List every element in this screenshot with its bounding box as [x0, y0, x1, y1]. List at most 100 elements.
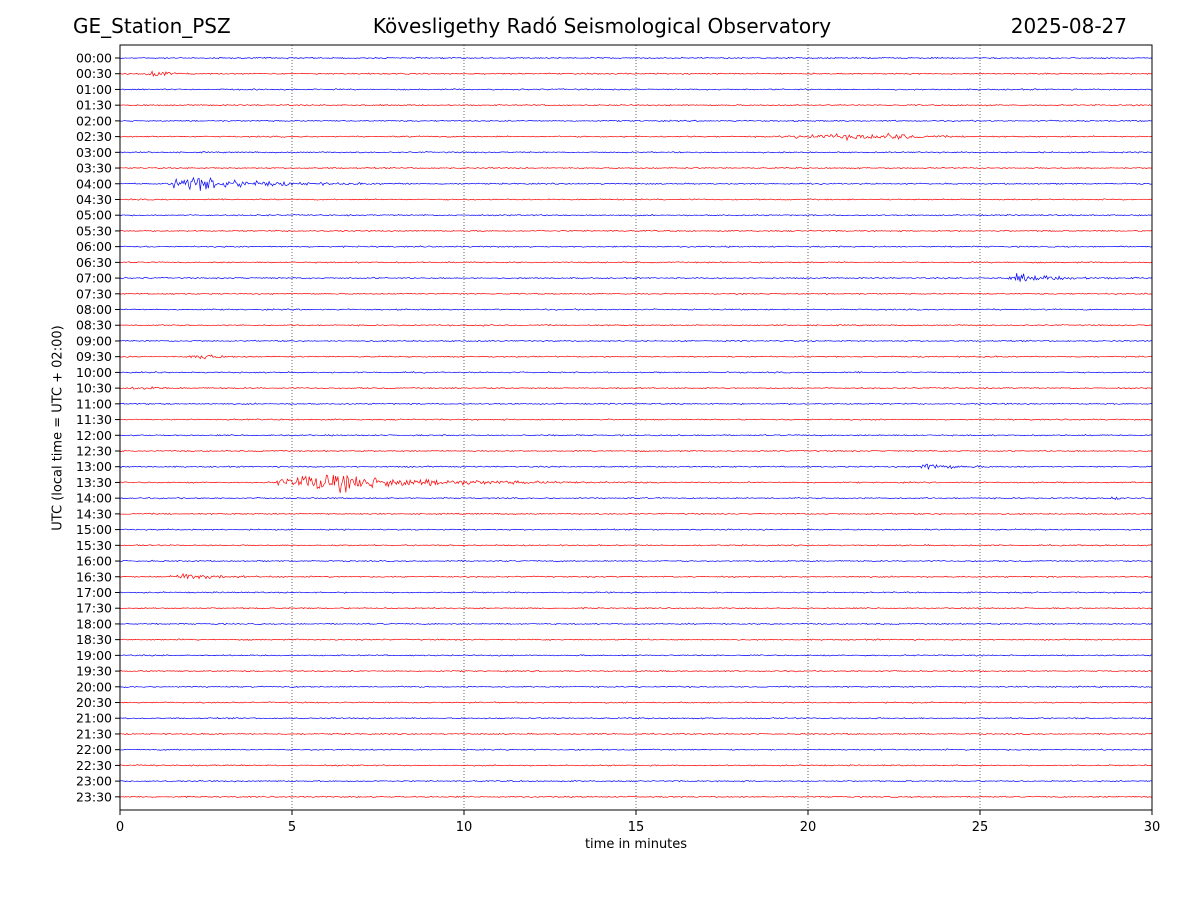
- y-tick-label: 00:30: [76, 66, 112, 81]
- trace-line: [119, 354, 1153, 360]
- y-tick-label: 18:00: [76, 616, 112, 631]
- trace-line: [119, 474, 1153, 494]
- y-tick-label: 04:30: [76, 192, 112, 207]
- trace-line: [119, 463, 1153, 470]
- y-tick-label: 13:30: [76, 475, 112, 490]
- y-tick-label: 09:30: [76, 349, 112, 364]
- trace-line: [119, 434, 1153, 437]
- y-tick-label: 20:30: [76, 695, 112, 710]
- x-axis-label: time in minutes: [584, 837, 688, 852]
- y-tick-label: 15:00: [76, 522, 112, 537]
- y-tick-label: 11:00: [76, 396, 112, 411]
- y-tick-label: 21:30: [76, 726, 112, 741]
- y-tick-label: 18:30: [76, 632, 112, 647]
- trace-line: [119, 292, 1153, 296]
- y-tick-label: 17:00: [76, 585, 112, 600]
- trace-line: [119, 701, 1153, 704]
- y-tick-label: 17:30: [76, 601, 112, 616]
- trace-line: [119, 371, 1153, 374]
- trace-line: [119, 716, 1153, 720]
- y-tick-label: 07:30: [76, 286, 112, 301]
- y-tick-label: 12:30: [76, 444, 112, 459]
- y-tick-group: 00:0000:3001:0001:3002:0002:3003:0003:30…: [76, 51, 120, 804]
- trace-line: [119, 104, 1153, 107]
- trace-line: [119, 119, 1153, 123]
- y-tick-label: 05:00: [76, 208, 112, 223]
- trace-line: [119, 132, 1153, 142]
- y-tick-label: 03:00: [76, 145, 112, 160]
- trace-line: [119, 308, 1153, 311]
- grid-lines: [291, 45, 981, 810]
- y-tick-label: 01:30: [76, 98, 112, 113]
- chart-date: 2025-08-27: [1010, 14, 1127, 38]
- trace-line: [119, 654, 1153, 657]
- station-name: GE_Station_PSZ: [73, 14, 231, 38]
- trace-line: [119, 573, 1153, 580]
- y-tick-label: 06:30: [76, 255, 112, 270]
- trace-line: [119, 764, 1153, 767]
- trace-line: [119, 229, 1153, 233]
- x-tick-label: 30: [1144, 820, 1161, 835]
- y-tick-label: 14:30: [76, 506, 112, 521]
- trace-line: [119, 528, 1153, 531]
- x-tick-group: 0 5 10 15 20 25 30: [116, 810, 1160, 835]
- x-tick-label: 0: [116, 820, 124, 835]
- trace-line: [119, 176, 1153, 191]
- x-tick-label: 5: [288, 820, 296, 835]
- y-tick-label: 03:30: [76, 161, 112, 176]
- y-tick-label: 13:00: [76, 459, 112, 474]
- y-tick-label: 15:30: [76, 538, 112, 553]
- y-tick-label: 10:30: [76, 381, 112, 396]
- y-tick-label: 10:00: [76, 365, 112, 380]
- y-tick-label: 23:30: [76, 789, 112, 804]
- trace-line: [119, 685, 1153, 689]
- trace-line: [119, 669, 1153, 673]
- y-tick-label: 07:00: [76, 271, 112, 286]
- y-tick-label: 08:00: [76, 302, 112, 317]
- trace-line: [119, 273, 1153, 282]
- trace-line: [119, 402, 1153, 406]
- trace-line: [119, 323, 1153, 327]
- trace-line: [119, 245, 1153, 248]
- y-tick-label: 02:30: [76, 129, 112, 144]
- trace-line: [119, 56, 1153, 60]
- trace-line: [119, 779, 1153, 783]
- y-tick-label: 21:00: [76, 711, 112, 726]
- y-tick-label: 11:30: [76, 412, 112, 427]
- trace-line: [119, 88, 1153, 91]
- trace-group: [119, 56, 1153, 799]
- trace-line: [119, 198, 1153, 201]
- y-tick-label: 22:30: [76, 758, 112, 773]
- chart-title: Kövesligethy Radó Seismological Observat…: [372, 14, 832, 38]
- y-tick-label: 02:00: [76, 113, 112, 128]
- trace-line: [119, 339, 1153, 343]
- y-tick-label: 06:00: [76, 239, 112, 254]
- y-axis-label: UTC (local time = UTC + 02:00): [50, 325, 66, 531]
- x-tick-label: 15: [628, 820, 645, 835]
- trace-line: [119, 559, 1153, 563]
- y-tick-label: 19:30: [76, 664, 112, 679]
- trace-line: [119, 748, 1153, 751]
- trace-line: [119, 261, 1153, 264]
- trace-line: [119, 591, 1153, 594]
- x-tick-label: 25: [972, 820, 989, 835]
- y-tick-label: 05:30: [76, 223, 112, 238]
- trace-line: [119, 638, 1153, 641]
- y-tick-label: 01:00: [76, 82, 112, 97]
- y-tick-label: 22:00: [76, 742, 112, 757]
- trace-line: [119, 166, 1153, 170]
- trace-line: [119, 496, 1153, 500]
- y-tick-label: 08:30: [76, 318, 112, 333]
- trace-line: [119, 70, 1153, 77]
- y-tick-label: 00:00: [76, 51, 112, 66]
- trace-line: [119, 449, 1153, 453]
- trace-line: [119, 512, 1153, 516]
- x-tick-label: 10: [456, 820, 473, 835]
- trace-line: [119, 795, 1153, 799]
- y-tick-label: 19:00: [76, 648, 112, 663]
- trace-line: [119, 732, 1153, 736]
- trace-line: [119, 607, 1153, 610]
- y-tick-label: 20:00: [76, 679, 112, 694]
- trace-line: [119, 544, 1153, 547]
